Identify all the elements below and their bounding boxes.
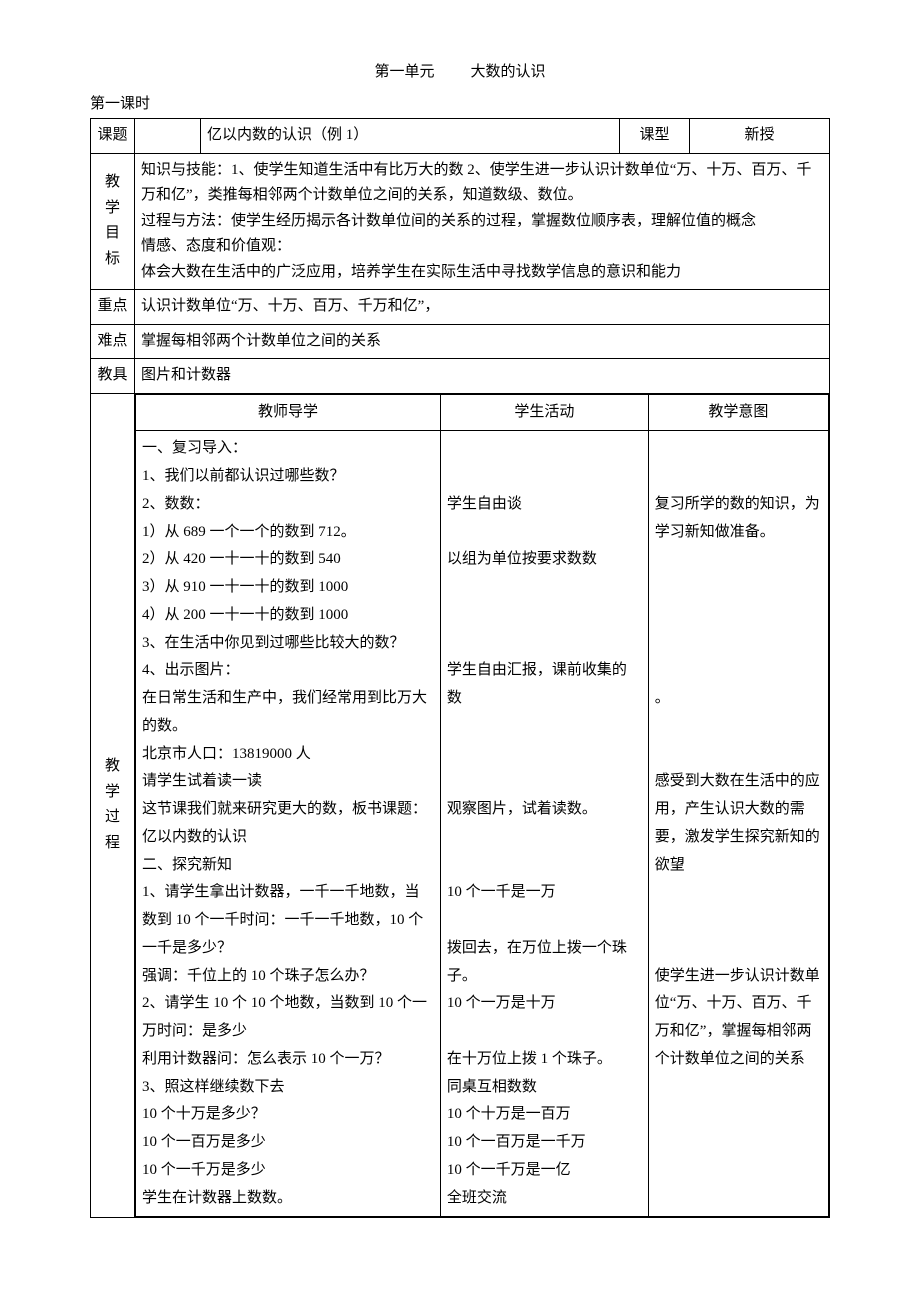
process-inner-table: 教师导学 学生活动 教学意图 一、复习导入： 1、我们以前都认识过哪些数？ 2、… (135, 394, 829, 1218)
col-header-intent: 教学意图 (648, 394, 828, 431)
table-row: 难点 掌握每相邻两个计数单位之间的关系 (91, 324, 830, 359)
empty-cell (135, 119, 201, 154)
table-row: 课题 亿以内数的认识（例 1） 课型 新授 (91, 119, 830, 154)
label-key: 重点 (91, 290, 135, 325)
page-title: 第一单元 大数的认识 (90, 60, 830, 84)
table-row: 教具 图片和计数器 (91, 359, 830, 394)
type-value: 新授 (690, 119, 830, 154)
table-row: 一、复习导入： 1、我们以前都认识过哪些数？ 2、数数： 1）从 689 一个一… (136, 431, 829, 1217)
col-header-student: 学生活动 (440, 394, 648, 431)
table-row: 教学目标 知识与技能：1、使学生知道生活中有比万大的数 2、使学生进一步认识计数… (91, 153, 830, 290)
difficulty-text: 掌握每相邻两个计数单位之间的关系 (135, 324, 830, 359)
table-row: 教学过程 教师导学 学生活动 教学意图 一、复习导入： 1、我们以前都认识过哪些… (91, 393, 830, 1218)
table-row: 教师导学 学生活动 教学意图 (136, 394, 829, 431)
label-tools: 教具 (91, 359, 135, 394)
unit-title: 大数的认识 (471, 64, 546, 80)
unit-prefix: 第一单元 (374, 64, 434, 80)
tools-text: 图片和计数器 (135, 359, 830, 394)
teaching-intent: 复习所学的数的知识，为学习新知做准备。 。 感受到大数在生活中的应用，产生认识大… (648, 431, 828, 1217)
label-process: 教学过程 (91, 393, 135, 1218)
table-row: 重点 认识计数单位“万、十万、百万、千万和亿”， (91, 290, 830, 325)
key-text: 认识计数单位“万、十万、百万、千万和亿”， (135, 290, 830, 325)
col-header-teacher: 教师导学 (136, 394, 441, 431)
goals-text: 知识与技能：1、使学生知道生活中有比万大的数 2、使学生进一步认识计数单位“万、… (135, 153, 830, 290)
label-type: 课型 (620, 119, 690, 154)
label-difficulty: 难点 (91, 324, 135, 359)
label-topic: 课题 (91, 119, 135, 154)
student-activity: 学生自由谈 以组为单位按要求数数 学生自由汇报，课前收集的数 观察图片，试着读数… (440, 431, 648, 1217)
topic-value: 亿以内数的认识（例 1） (201, 119, 620, 154)
lesson-heading: 第一课时 (90, 92, 830, 116)
lesson-plan-table: 课题 亿以内数的认识（例 1） 课型 新授 教学目标 知识与技能：1、使学生知道… (90, 118, 830, 1218)
label-goals: 教学目标 (91, 153, 135, 290)
teacher-guidance: 一、复习导入： 1、我们以前都认识过哪些数？ 2、数数： 1）从 689 一个一… (136, 431, 441, 1217)
